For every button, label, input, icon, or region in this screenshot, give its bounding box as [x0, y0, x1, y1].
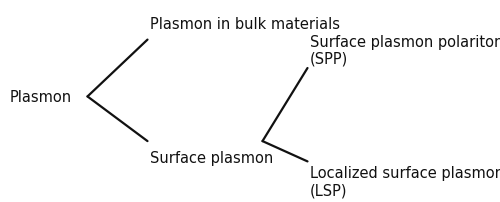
- Text: Plasmon: Plasmon: [10, 89, 72, 104]
- Text: Surface plasmon polariton
(SPP): Surface plasmon polariton (SPP): [310, 34, 500, 67]
- Text: Plasmon in bulk materials: Plasmon in bulk materials: [150, 17, 340, 32]
- Text: Localized surface plasmon
(LSP): Localized surface plasmon (LSP): [310, 166, 500, 198]
- Text: Surface plasmon: Surface plasmon: [150, 150, 273, 165]
